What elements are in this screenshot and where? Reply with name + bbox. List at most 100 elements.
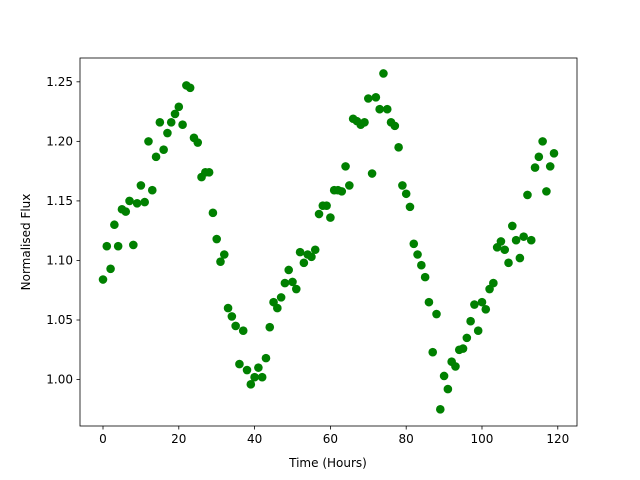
point xyxy=(473,326,483,336)
point xyxy=(401,189,411,199)
point xyxy=(276,293,286,302)
point xyxy=(257,372,267,382)
point xyxy=(159,145,168,155)
point xyxy=(129,240,138,250)
point xyxy=(417,260,426,270)
point xyxy=(508,221,517,231)
point xyxy=(504,258,513,268)
point xyxy=(208,208,218,218)
point xyxy=(439,371,449,381)
point xyxy=(382,104,392,114)
y-tick-label: 1.10 xyxy=(46,253,73,267)
point xyxy=(345,181,354,190)
point xyxy=(515,253,525,263)
point xyxy=(242,365,252,375)
point xyxy=(163,128,172,138)
point xyxy=(436,405,445,414)
point xyxy=(379,69,388,78)
point xyxy=(432,309,441,319)
point xyxy=(261,353,271,363)
point xyxy=(140,197,149,207)
point xyxy=(106,264,115,274)
point xyxy=(367,169,377,178)
point xyxy=(235,359,244,369)
point xyxy=(360,118,369,127)
point xyxy=(151,152,161,162)
x-tick-label: 0 xyxy=(99,432,107,446)
point xyxy=(178,120,187,129)
point xyxy=(413,250,422,259)
point xyxy=(466,316,475,326)
point xyxy=(405,202,415,212)
y-tick-label: 1.20 xyxy=(46,134,73,148)
point xyxy=(166,118,176,127)
point xyxy=(310,245,320,255)
point xyxy=(394,143,403,152)
point xyxy=(132,198,142,208)
point xyxy=(534,152,544,162)
x-tick-label: 80 xyxy=(399,432,414,446)
point xyxy=(542,187,551,196)
point xyxy=(470,300,479,309)
point xyxy=(227,312,237,321)
point xyxy=(443,384,453,394)
point xyxy=(424,297,434,307)
point xyxy=(337,187,347,196)
point xyxy=(291,284,301,294)
x-tick-label: 120 xyxy=(546,432,569,446)
point xyxy=(110,220,119,230)
point xyxy=(288,277,297,287)
x-tick-label: 40 xyxy=(247,432,262,446)
point xyxy=(409,239,419,249)
y-tick-label: 1.00 xyxy=(46,373,73,387)
point xyxy=(174,102,184,112)
point xyxy=(204,168,214,177)
point xyxy=(451,362,460,371)
point xyxy=(246,380,256,389)
point xyxy=(98,275,108,284)
point xyxy=(238,326,248,336)
point xyxy=(314,209,324,219)
point xyxy=(102,241,112,251)
point xyxy=(113,241,123,251)
point xyxy=(147,185,157,195)
point xyxy=(511,235,521,245)
point xyxy=(299,258,309,268)
point xyxy=(250,372,259,382)
point xyxy=(341,162,350,171)
point xyxy=(545,162,555,171)
y-tick-label: 1.05 xyxy=(46,313,73,327)
point xyxy=(428,347,438,357)
point xyxy=(420,272,430,282)
point xyxy=(231,321,240,331)
plot-frame xyxy=(79,57,578,427)
x-tick-label: 60 xyxy=(323,432,338,446)
point xyxy=(170,109,180,119)
point xyxy=(223,303,233,313)
point xyxy=(500,245,510,255)
point xyxy=(322,201,331,210)
x-axis-label: Time (Hours) xyxy=(288,456,367,470)
point xyxy=(363,94,373,103)
point xyxy=(265,322,275,332)
point xyxy=(538,137,547,146)
point xyxy=(295,247,305,257)
point xyxy=(326,213,335,222)
y-axis-label: Normalised Flux xyxy=(19,194,33,291)
point xyxy=(398,181,407,190)
point xyxy=(371,93,381,102)
point xyxy=(526,235,536,245)
point xyxy=(254,363,263,372)
point xyxy=(216,257,225,266)
point xyxy=(489,278,498,288)
point xyxy=(185,83,195,93)
x-tick-label: 100 xyxy=(471,432,494,446)
point xyxy=(155,118,165,127)
point xyxy=(519,232,528,241)
point xyxy=(496,237,506,246)
point xyxy=(481,304,491,314)
point xyxy=(390,121,400,131)
point xyxy=(280,278,290,288)
point xyxy=(523,190,532,200)
point xyxy=(144,137,153,146)
